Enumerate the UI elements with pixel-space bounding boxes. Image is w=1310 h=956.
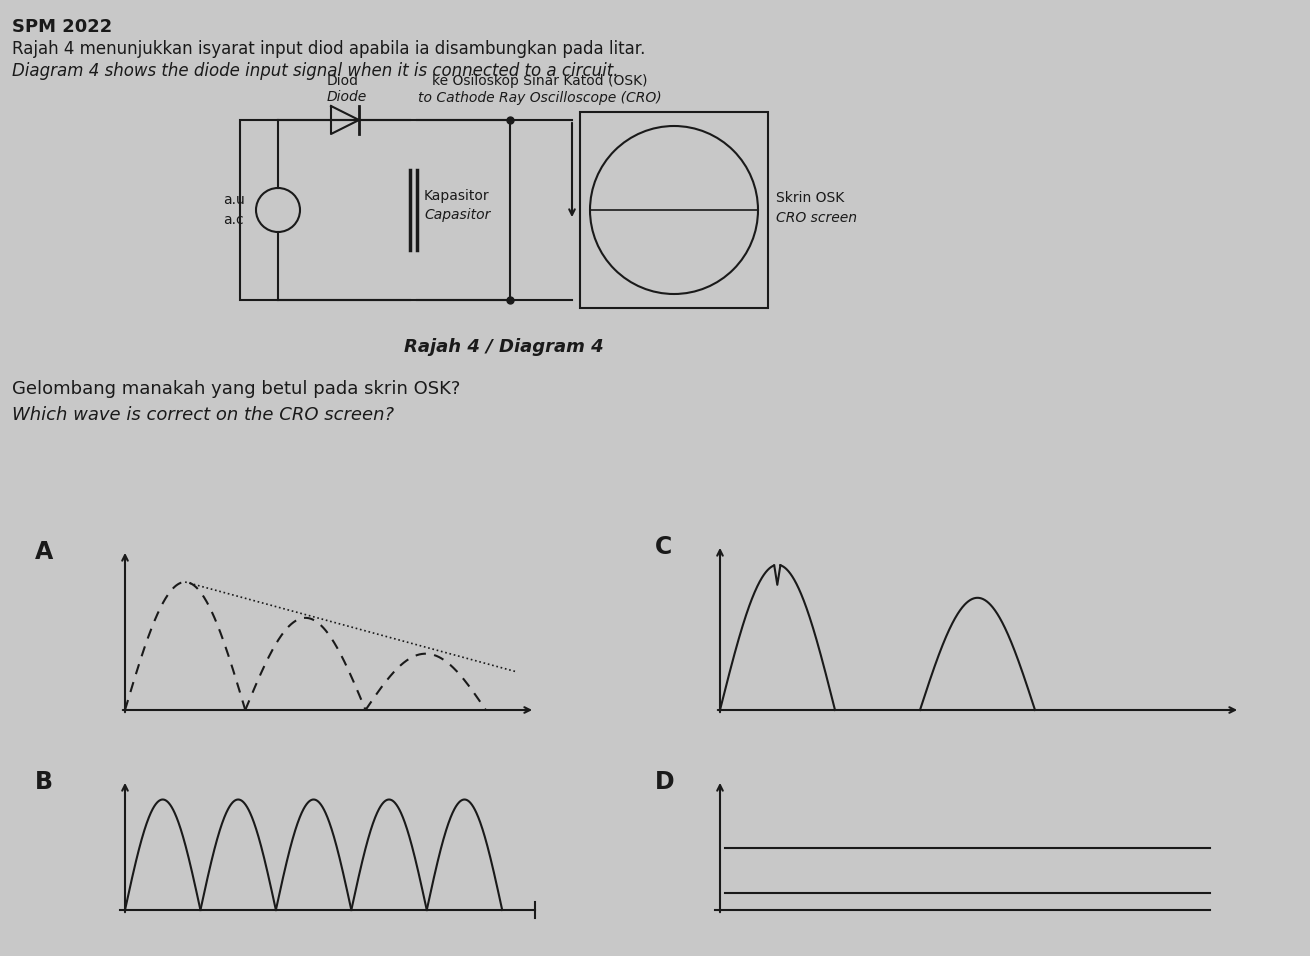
- Text: a.c: a.c: [223, 213, 244, 227]
- Text: Rajah 4 / Diagram 4: Rajah 4 / Diagram 4: [405, 338, 604, 356]
- Text: Capasitor: Capasitor: [424, 208, 490, 222]
- Text: Diode: Diode: [328, 90, 367, 104]
- Text: Kapasitor: Kapasitor: [424, 189, 490, 203]
- Text: Gelombang manakah yang betul pada skrin OSK?: Gelombang manakah yang betul pada skrin …: [12, 380, 460, 398]
- Text: C: C: [655, 535, 672, 559]
- Text: a.u: a.u: [223, 193, 245, 207]
- Text: Diod: Diod: [328, 74, 359, 88]
- Text: A: A: [35, 540, 54, 564]
- Bar: [240, 120, 510, 300]
- Text: Diagram 4 shows the diode input signal when it is connected to a circuit.: Diagram 4 shows the diode input signal w…: [12, 62, 618, 80]
- Text: to Cathode Ray Oscilloscope (CRO): to Cathode Ray Oscilloscope (CRO): [418, 91, 662, 105]
- Text: CRO screen: CRO screen: [776, 211, 857, 225]
- Text: Skrin OSK: Skrin OSK: [776, 191, 844, 205]
- Text: ke Osiloskop Sinar Katod (OSK): ke Osiloskop Sinar Katod (OSK): [432, 74, 647, 88]
- Text: SPM 2022: SPM 2022: [12, 18, 113, 36]
- Bar: [580, 112, 768, 308]
- Text: Rajah 4 menunjukkan isyarat input diod apabila ia disambungkan pada litar.: Rajah 4 menunjukkan isyarat input diod a…: [12, 40, 646, 58]
- Text: Which wave is correct on the CRO screen?: Which wave is correct on the CRO screen?: [12, 406, 394, 424]
- Text: D: D: [655, 770, 675, 794]
- Text: B: B: [35, 770, 52, 794]
